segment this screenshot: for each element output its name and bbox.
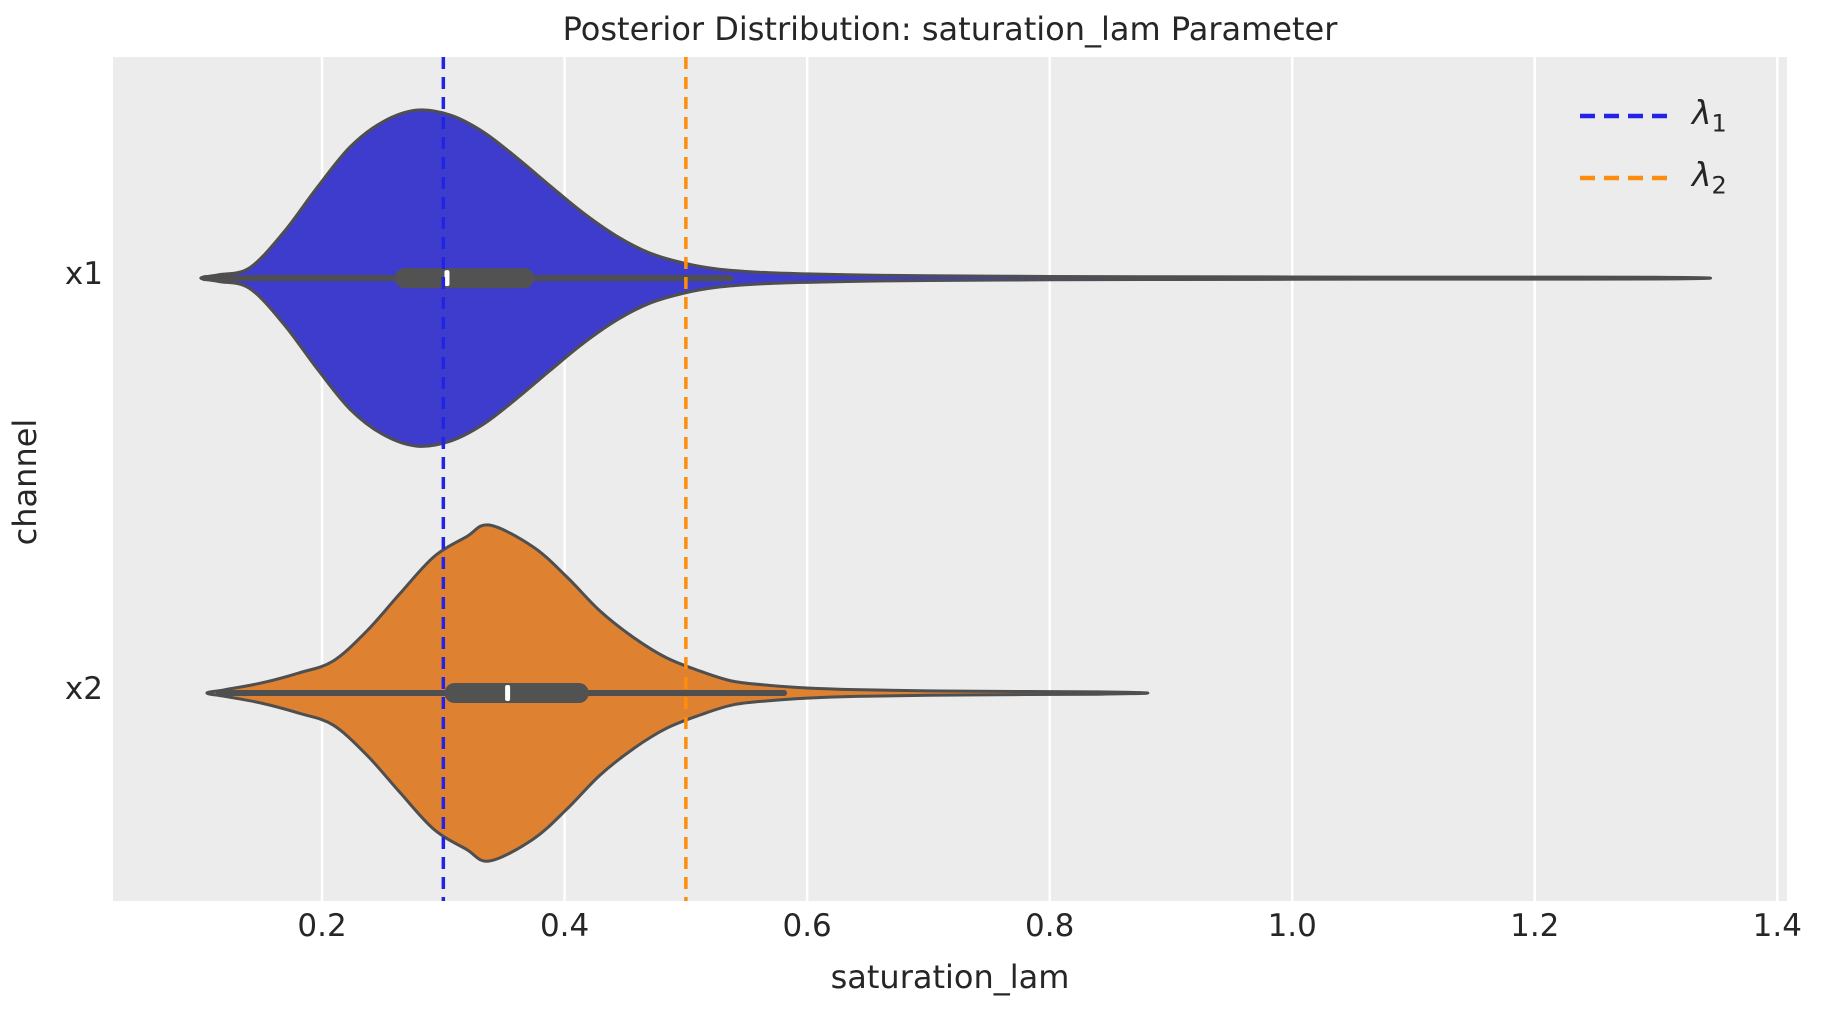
y-tick-label-x2: x2 — [64, 671, 103, 708]
legend-label-lambda_1: λ1 — [1692, 93, 1727, 138]
x-tick-label-1.2: 1.2 — [1510, 908, 1560, 944]
x-axis-label: saturation_lam — [830, 958, 1070, 996]
x-tick-label-0.6: 0.6 — [782, 908, 832, 944]
legend: λ1 λ2 — [1580, 92, 1727, 202]
y-tick-label-x1: x1 — [64, 256, 103, 293]
x-tick-label-1.0: 1.0 — [1267, 908, 1317, 944]
legend-label-lambda_2: λ2 — [1692, 155, 1727, 200]
iqr-box-x2 — [444, 683, 589, 704]
legend-entry-lambda_1: λ1 — [1580, 92, 1727, 140]
chart-title: Posterior Distribution: saturation_lam P… — [562, 10, 1338, 48]
legend-entry-lambda_2: λ2 — [1580, 154, 1727, 202]
legend-dashed-line-lambda_2 — [1580, 175, 1670, 181]
median-x2 — [505, 685, 511, 702]
legend-dashed-line-lambda_1 — [1580, 113, 1670, 119]
iqr-box-x1 — [394, 268, 535, 289]
y-axis-label: channel — [6, 418, 44, 546]
x-tick-label-1.4: 1.4 — [1752, 908, 1802, 944]
x-tick-label-0.8: 0.8 — [1025, 908, 1075, 944]
median-x1 — [444, 270, 450, 287]
violin-x1 — [199, 108, 1713, 448]
x-tick-label-0.4: 0.4 — [539, 908, 590, 944]
x-tick-label-0.2: 0.2 — [297, 908, 347, 944]
